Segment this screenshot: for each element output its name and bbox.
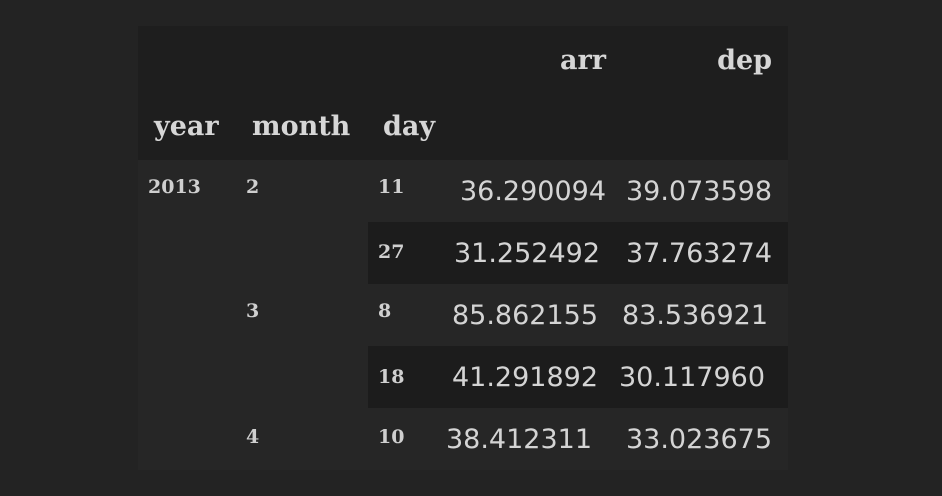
index-day: 27 xyxy=(378,241,405,263)
column-header-row: arr dep xyxy=(138,26,788,91)
index-day: 10 xyxy=(378,426,405,448)
index-month: 4 xyxy=(246,426,260,448)
index-header-day: day xyxy=(383,111,436,142)
index-day: 18 xyxy=(378,366,405,388)
cell-dep: 33.023675 xyxy=(625,424,772,455)
index-year: 2013 xyxy=(148,176,201,198)
cell-dep: 30.117960 xyxy=(618,362,765,393)
cell-arr: 31.252492 xyxy=(453,238,600,269)
cell-dep: 39.073598 xyxy=(625,176,772,207)
cell-dep: 83.536921 xyxy=(621,300,768,331)
index-column-fill xyxy=(138,222,368,470)
table-row xyxy=(368,222,788,284)
index-month: 2 xyxy=(246,176,260,198)
table-row xyxy=(368,408,788,470)
index-day: 8 xyxy=(378,300,392,322)
dataframe-table: arr dep year month day 2013 2 11 36.2900… xyxy=(138,26,788,470)
cell-arr: 85.862155 xyxy=(451,300,598,331)
cell-arr: 41.291892 xyxy=(451,362,598,393)
table-row xyxy=(368,284,788,346)
cell-arr: 36.290094 xyxy=(459,176,606,207)
cell-arr: 38.412311 xyxy=(445,424,592,455)
index-month: 3 xyxy=(246,300,260,322)
column-header-dep: dep xyxy=(717,45,772,76)
index-header-year: year xyxy=(154,111,219,142)
index-header-month: month xyxy=(252,111,351,142)
index-day: 11 xyxy=(378,176,405,198)
cell-dep: 37.763274 xyxy=(625,238,772,269)
column-header-arr: arr xyxy=(560,45,606,76)
table-row xyxy=(368,346,788,408)
index-header-row: year month day xyxy=(138,91,788,156)
table-row xyxy=(138,160,788,222)
